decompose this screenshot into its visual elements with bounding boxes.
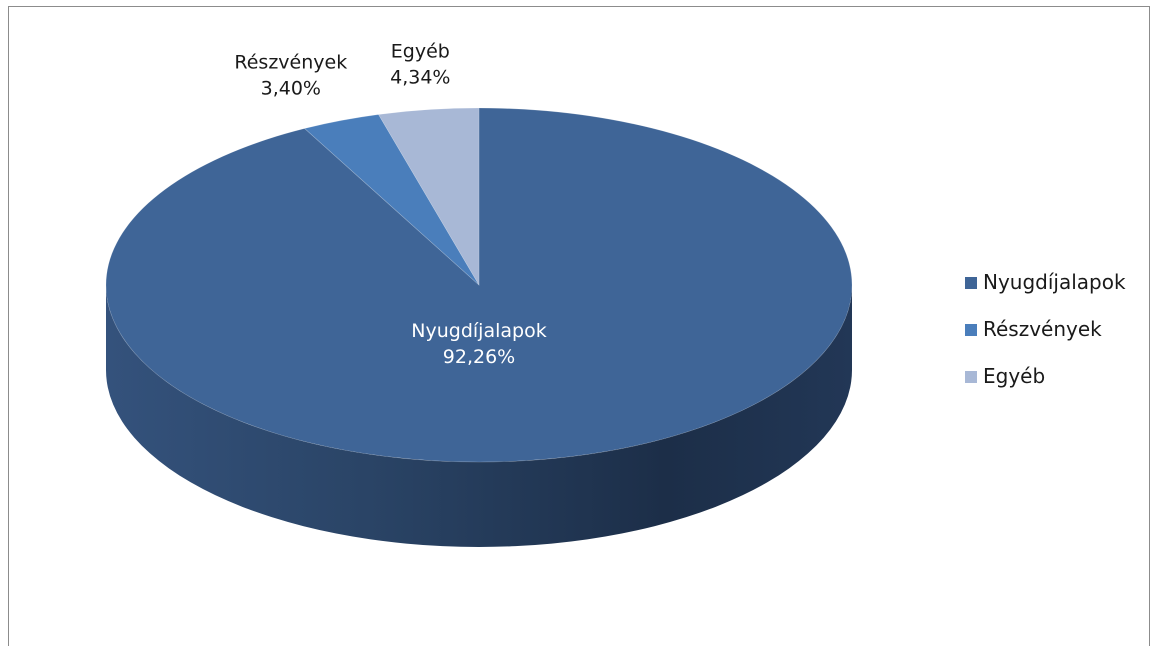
data-labels: Nyugdíjalapok 92,26% Részvények 3,40% Egyéb 4… [234, 41, 546, 368]
pie-slice-egyeb [378, 107, 480, 287]
data-label-egyeb-value: 4,34% [390, 67, 450, 89]
legend-label-reszvenyek: Részvények [983, 317, 1102, 341]
data-label-reszvenyek-value: 3,40% [261, 78, 321, 100]
data-label-reszvenyek-name: Részvények [234, 52, 347, 74]
pie-slice-nyugdijalapok [105, 107, 853, 463]
legend: Nyugdíjalapok Részvények Egyéb [965, 270, 1126, 388]
data-label-nyugdijalapok-name: Nyugdíjalapok [411, 320, 546, 342]
legend-swatch-nyugdijalapok [965, 277, 977, 289]
pie-slice-reszvenyek [304, 114, 480, 286]
pie-sides [106, 285, 852, 547]
pie-side-wall [106, 285, 852, 547]
data-label-egyeb-name: Egyéb [391, 41, 450, 63]
pie-slices [105, 107, 853, 463]
data-label-nyugdijalapok-value: 92,26% [443, 346, 515, 368]
legend-label-egyeb: Egyéb [983, 364, 1045, 388]
legend-label-nyugdijalapok: Nyugdíjalapok [983, 270, 1126, 294]
legend-swatch-egyeb [965, 371, 977, 383]
legend-swatch-reszvenyek [965, 324, 977, 336]
